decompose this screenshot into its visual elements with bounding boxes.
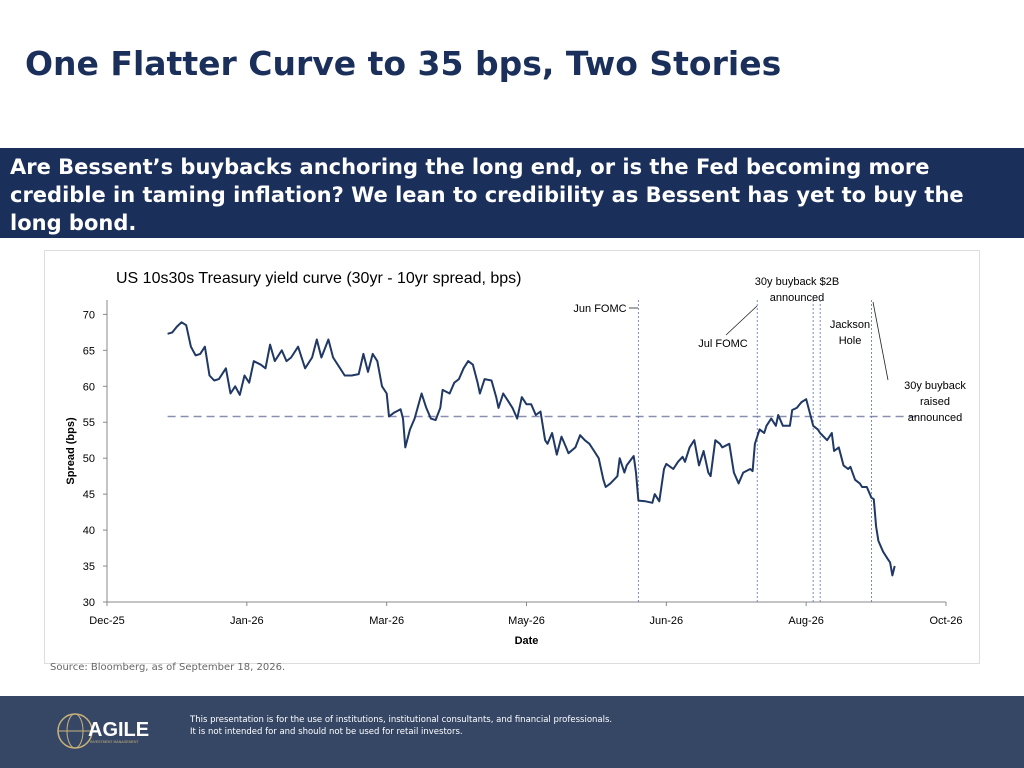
annotation-label: Jun FOMC [573, 303, 626, 315]
y-tick-label: 50 [83, 453, 95, 465]
x-tick-label: Aug-26 [788, 615, 823, 627]
annotation-label: Jackson [830, 319, 870, 331]
x-tick-label: Dec-25 [89, 615, 124, 627]
x-tick-label: Oct-26 [929, 615, 962, 627]
chart-title: US 10s30s Treasury yield curve (30yr - 1… [116, 270, 522, 287]
annotation-label: 30y buyback $2B [755, 276, 839, 288]
subtitle-banner: Are Bessent’s buybacks anchoring the lon… [0, 148, 1024, 238]
y-tick-label: 30 [83, 597, 95, 609]
source-note: Source: Bloomberg, as of September 18, 2… [50, 662, 286, 673]
logo-subtext: INVESTMENT MANAGEMENT [90, 740, 139, 744]
y-axis-label: Spread (bps) [65, 417, 77, 485]
y-tick-label: 65 [83, 345, 95, 357]
annotation-label: announced [770, 292, 824, 304]
annotation-label: raised [920, 396, 950, 408]
y-tick-label: 40 [83, 525, 95, 537]
y-tick-label: 60 [83, 381, 95, 393]
x-tick-label: May-26 [508, 615, 545, 627]
y-tick-label: 45 [83, 489, 95, 501]
annotation-label: Jul FOMC [698, 338, 748, 350]
logo: AGILE INVESTMENT MANAGEMENT [57, 713, 149, 749]
y-tick-label: 35 [83, 561, 95, 573]
x-tick-label: Jan-26 [230, 615, 264, 627]
annotation-label: Hole [839, 335, 862, 347]
data-line [167, 321, 896, 577]
annotation-label: announced [908, 412, 962, 424]
disclaimer-line: It is not intended for and should not be… [190, 727, 463, 737]
x-tick-label: Mar-26 [369, 615, 404, 627]
disclaimer-line: This presentation is for the use of inst… [190, 715, 613, 725]
slide-title: One Flatter Curve to 35 bps, Two Stories [25, 44, 782, 83]
x-axis-label: Date [515, 635, 539, 647]
chart: US 10s30s Treasury yield curve (30yr - 1… [65, 270, 966, 647]
disclaimer: This presentation is for the use of inst… [190, 714, 612, 738]
x-tick-label: Jun-26 [650, 615, 684, 627]
chart-frame [44, 250, 980, 664]
y-tick-label: 70 [83, 309, 95, 321]
footer: AGILE INVESTMENT MANAGEMENT This present… [0, 696, 1024, 768]
annotation-connector [725, 305, 758, 336]
annotation-label: 30y buyback [904, 380, 966, 392]
y-tick-label: 55 [83, 417, 95, 429]
logo-text: AGILE [88, 719, 149, 741]
annotation-connector [872, 301, 889, 381]
